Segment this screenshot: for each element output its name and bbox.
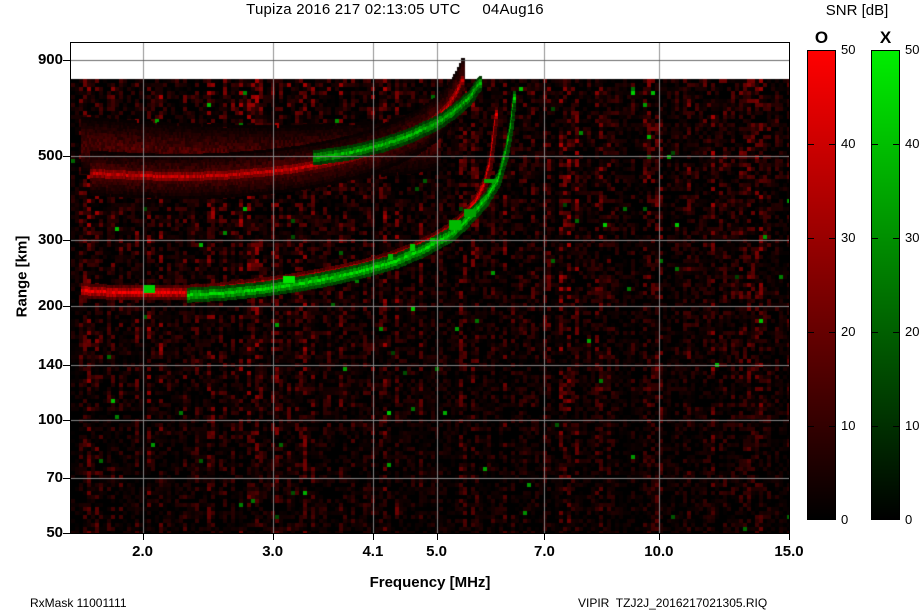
colorbar-tick-label: 40 xyxy=(905,136,920,151)
colorbar-tick-mark xyxy=(829,332,836,333)
page-title: Tupiza 2016 217 02:13:05 UTC 04Aug16 xyxy=(246,1,544,18)
colorbar-tick-mark xyxy=(871,332,878,333)
y-tick-mark xyxy=(63,364,70,366)
y-tick-mark xyxy=(63,239,70,241)
colorbar-tick-mark xyxy=(807,238,814,239)
colorbar-tick-label: 0 xyxy=(841,512,849,527)
colorbar-o-letter: O xyxy=(814,28,829,47)
y-tick-mark xyxy=(63,60,70,62)
x-tick-mark xyxy=(372,534,374,540)
x-tick-mark xyxy=(272,534,274,540)
y-tick-mark xyxy=(63,306,70,308)
colorbar-tick-label: 10 xyxy=(841,418,856,433)
colorbar-tick-mark xyxy=(807,426,814,427)
colorbar-tick-mark xyxy=(871,238,878,239)
colorbar-tick-mark xyxy=(829,144,836,145)
colorbar-tick-mark xyxy=(871,144,878,145)
x-tick-label: 5.0 xyxy=(426,543,447,560)
y-tick-label: 200 xyxy=(37,297,63,315)
colorbar-tick-label: 0 xyxy=(905,512,913,527)
x-axis-label: Frequency [MHz] xyxy=(369,574,491,591)
colorbar-x-letter: X xyxy=(879,28,892,47)
colorbar-tick-mark xyxy=(893,144,900,145)
y-tick-label: 70 xyxy=(46,468,63,486)
y-tick-label: 100 xyxy=(37,410,63,428)
colorbar-tick-mark xyxy=(829,238,836,239)
y-tick-mark xyxy=(63,156,70,158)
x-tick-label: 7.0 xyxy=(534,543,555,560)
x-tick-mark xyxy=(789,534,790,540)
y-tick-label: 900 xyxy=(37,51,63,69)
colorbar-tick-label: 50 xyxy=(841,42,856,57)
colorbar-x-gradient[interactable] xyxy=(871,50,900,520)
x-tick-mark xyxy=(436,534,438,540)
x-tick-label: 15.0 xyxy=(774,543,804,560)
colorbar-tick-mark xyxy=(829,426,836,427)
colorbar-tick-label: 40 xyxy=(841,136,856,151)
colorbar-tick-label: 30 xyxy=(841,230,856,245)
y-tick-label: 500 xyxy=(37,147,63,165)
y-tick-mark xyxy=(63,419,70,421)
colorbar-tick-mark xyxy=(871,426,878,427)
y-tick-mark xyxy=(63,477,70,479)
x-tick-label: 3.0 xyxy=(262,543,284,560)
x-tick-mark xyxy=(658,534,660,540)
y-tick-mark xyxy=(63,533,70,534)
colorbar-tick-mark xyxy=(893,426,900,427)
colorbar-tick-label: 50 xyxy=(905,42,920,57)
colorbar-tick-mark xyxy=(807,332,814,333)
colorbar-tick-label: 20 xyxy=(841,324,856,339)
x-tick-mark xyxy=(544,534,546,540)
colorbar-tick-label: 10 xyxy=(905,418,920,433)
y-tick-label: 140 xyxy=(37,355,63,373)
x-tick-label: 2.0 xyxy=(132,543,153,560)
colorbar-tick-mark xyxy=(893,238,900,239)
colorbar-o-gradient[interactable] xyxy=(807,50,836,520)
file-id-label: VIPIR TZJ2J_2016217021305.RIQ xyxy=(578,596,768,610)
colorbar-title: SNR [dB] xyxy=(825,2,889,19)
colorbar-tick-label: 30 xyxy=(905,230,920,245)
x-tick-label: 4.1 xyxy=(362,543,384,560)
colorbar-tick-label: 20 xyxy=(905,324,920,339)
y-tick-label: 300 xyxy=(37,230,63,248)
colorbar-tick-mark xyxy=(807,144,814,145)
ionogram-heatmap-canvas[interactable] xyxy=(71,43,789,533)
ionogram-plot[interactable] xyxy=(70,42,790,534)
y-tick-label: 50 xyxy=(46,524,63,541)
colorbar-tick-mark xyxy=(893,332,900,333)
x-tick-label: 10.0 xyxy=(644,543,674,560)
y-axis-ticks: 900 500 300 200 140 100 70 50 xyxy=(0,0,70,614)
rxmask-label: RxMask 11001111 xyxy=(30,596,127,610)
x-tick-mark xyxy=(142,534,144,540)
